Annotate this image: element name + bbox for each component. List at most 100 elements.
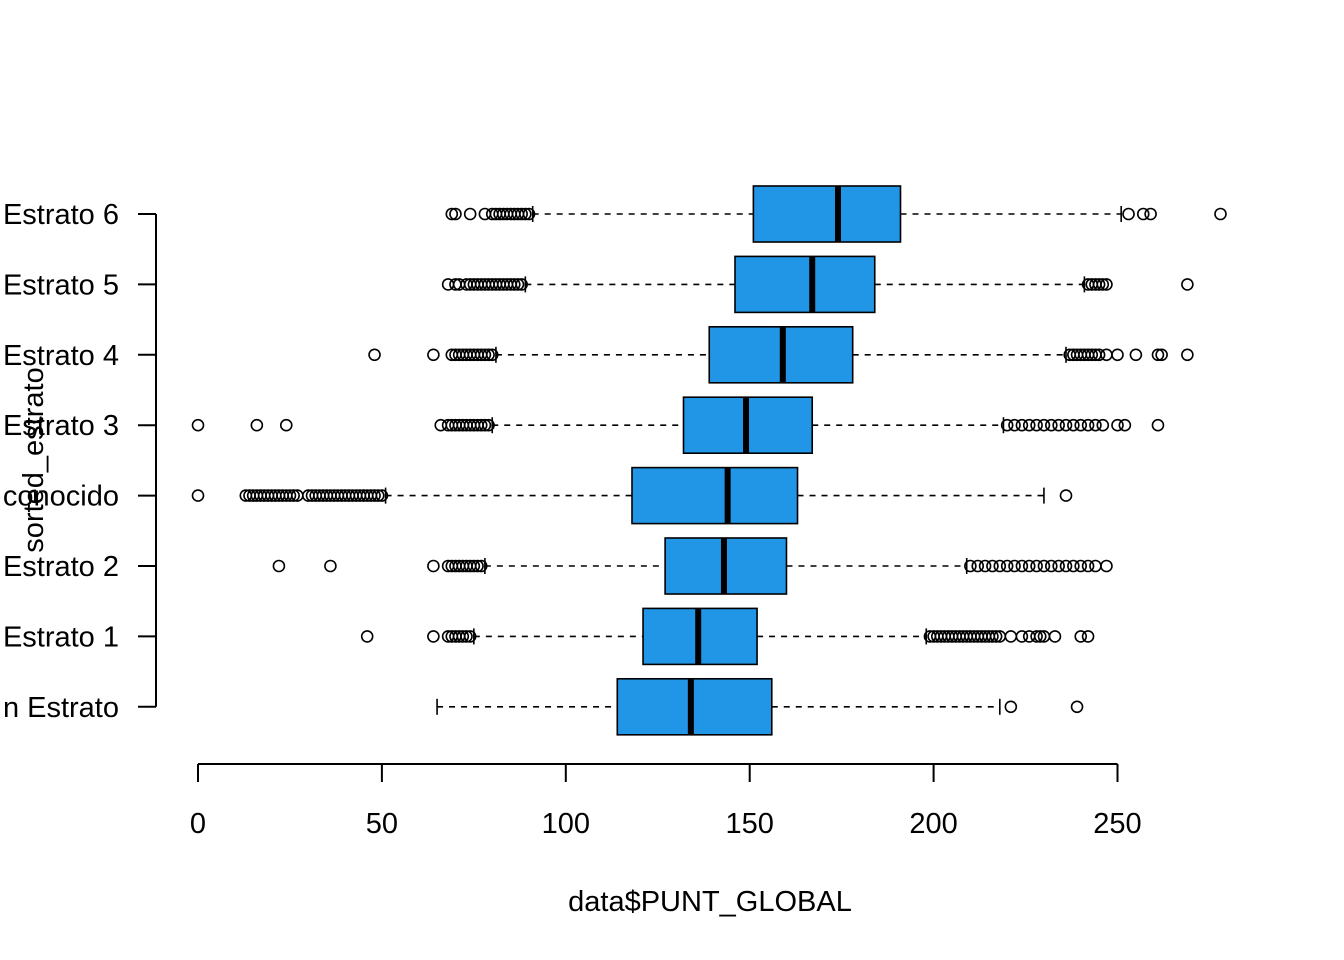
outlier-point xyxy=(1022,418,1036,432)
outlier-point xyxy=(519,207,532,221)
outlier-point xyxy=(1085,348,1099,362)
x-tick-label: 100 xyxy=(542,808,590,840)
outlier-point xyxy=(1151,348,1165,362)
outlier-point xyxy=(1044,559,1058,573)
box-group xyxy=(436,677,1084,736)
outlier-point xyxy=(1122,207,1135,221)
x-axis-label: data$PUNT_GLOBAL xyxy=(568,886,852,918)
y-tick-label: Estrato 4 xyxy=(3,340,119,372)
x-tick-label: 200 xyxy=(909,808,957,840)
outlier-point xyxy=(508,278,521,291)
outlier-point xyxy=(1052,418,1065,432)
outlier-point xyxy=(1037,418,1051,432)
outlier-point xyxy=(427,630,440,643)
outlier-point xyxy=(449,207,462,221)
box-group xyxy=(445,185,1227,243)
outlier-point xyxy=(1037,559,1051,573)
outlier-point xyxy=(456,630,470,643)
outlier-point xyxy=(1155,348,1168,362)
y-axis-label: sorted_estrato xyxy=(18,367,50,552)
outlier-point xyxy=(1044,418,1058,432)
outlier-point xyxy=(485,348,499,362)
box-group xyxy=(191,466,1073,525)
box-iqr xyxy=(752,185,902,243)
outlier-point xyxy=(1059,489,1073,502)
box-group xyxy=(191,396,1165,455)
outlier-point xyxy=(427,348,440,362)
outlier-point xyxy=(1008,559,1021,573)
outlier-point xyxy=(1096,418,1110,432)
outlier-point xyxy=(460,630,473,643)
box-group xyxy=(368,325,1194,384)
outlier-point xyxy=(1030,559,1043,573)
outlier-point xyxy=(1070,700,1084,714)
outlier-point xyxy=(478,418,492,432)
outlier-point xyxy=(375,489,389,502)
outlier-point xyxy=(1004,700,1018,714)
outlier-point xyxy=(368,348,381,362)
outlier-point xyxy=(1118,418,1132,432)
boxplot-series xyxy=(191,185,1227,736)
outlier-point xyxy=(1022,559,1036,573)
x-tick-label: 150 xyxy=(726,808,774,840)
outlier-point xyxy=(283,489,297,502)
outlier-point xyxy=(191,489,205,502)
outlier-point xyxy=(515,207,528,221)
outlier-point xyxy=(463,630,477,643)
y-tick-label: n Estrato xyxy=(3,692,119,724)
outlier-point xyxy=(1052,559,1065,573)
outlier-point xyxy=(971,559,985,573)
y-tick-label: Estrato 2 xyxy=(3,551,119,583)
outlier-point xyxy=(1100,278,1113,291)
outlier-point xyxy=(1015,559,1029,573)
outlier-point xyxy=(471,559,484,573)
outlier-point xyxy=(482,348,495,362)
box-iqr xyxy=(631,466,799,525)
outlier-point xyxy=(1059,559,1073,573)
outlier-point xyxy=(1111,348,1124,362)
outlier-point xyxy=(445,207,459,221)
outlier-point xyxy=(1144,207,1157,221)
outlier-point xyxy=(368,489,381,502)
outlier-point xyxy=(1000,418,1014,432)
outlier-point xyxy=(427,559,440,573)
outlier-point xyxy=(1015,418,1029,432)
outlier-point xyxy=(1030,418,1043,432)
outlier-point xyxy=(482,418,495,432)
outlier-point xyxy=(272,559,286,573)
outlier-point xyxy=(1096,278,1110,291)
outlier-point xyxy=(1081,418,1095,432)
outlier-point xyxy=(1100,348,1113,362)
outlier-point xyxy=(1089,418,1102,432)
outlier-point xyxy=(993,559,1007,573)
outlier-point xyxy=(1089,559,1102,573)
outlier-point xyxy=(1081,559,1095,573)
outlier-point xyxy=(1092,278,1106,291)
y-tick-label: conocido xyxy=(3,481,119,513)
outlier-point xyxy=(1074,559,1088,573)
outlier-point xyxy=(474,559,488,573)
outlier-point xyxy=(1008,418,1021,432)
outlier-point xyxy=(1059,418,1073,432)
outlier-point xyxy=(511,278,525,291)
outlier-point xyxy=(1181,278,1194,291)
outlier-point xyxy=(250,418,264,432)
outlier-point xyxy=(1004,630,1018,643)
outlier-point xyxy=(191,418,205,432)
outlier-point xyxy=(1214,207,1227,221)
outlier-point xyxy=(1067,418,1080,432)
outlier-point xyxy=(989,630,1003,643)
outlier-point xyxy=(1100,559,1113,573)
outlier-point xyxy=(1030,630,1043,643)
y-tick-label: Estrato 3 xyxy=(3,410,119,442)
outlier-point xyxy=(964,559,977,573)
outlier-point xyxy=(522,207,536,221)
outlier-point xyxy=(986,559,999,573)
outlier-point xyxy=(1074,630,1088,643)
x-tick-label: 50 xyxy=(366,808,398,840)
outlier-point xyxy=(287,489,300,502)
x-axis: 0 50 100 150 200 250 xyxy=(190,763,1142,840)
outlier-point xyxy=(324,559,337,573)
box-group xyxy=(272,537,1113,595)
outlier-point xyxy=(371,489,385,502)
